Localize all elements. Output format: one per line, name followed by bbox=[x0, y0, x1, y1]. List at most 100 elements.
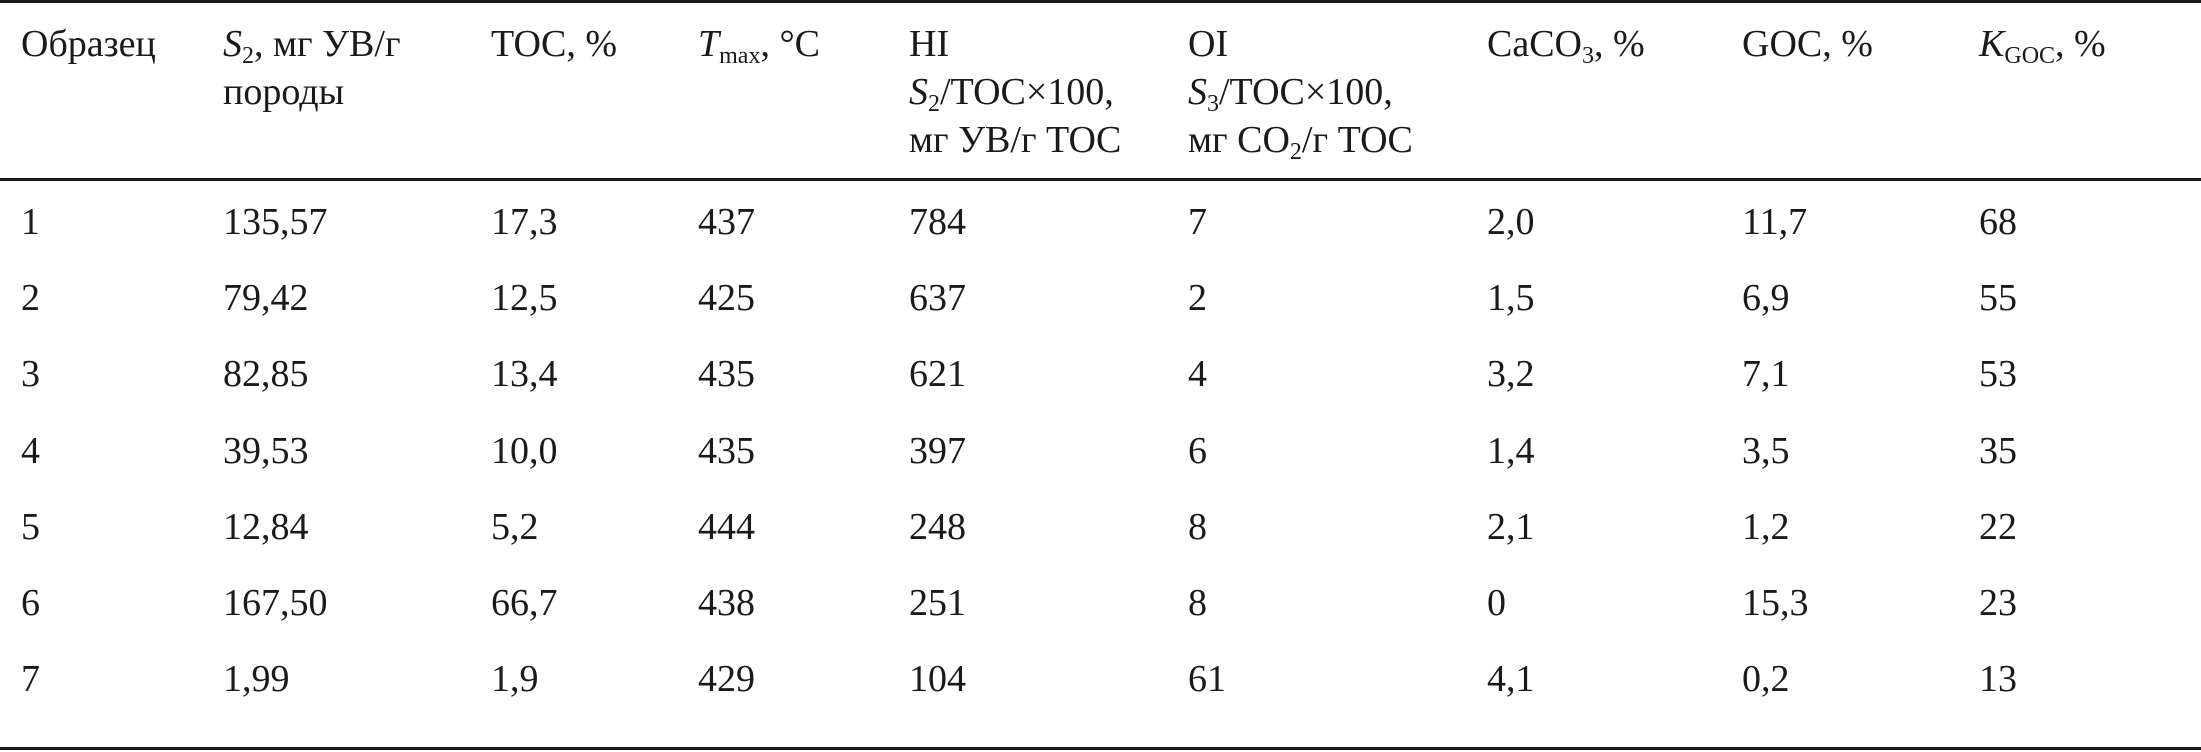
cell-sample: 1 bbox=[21, 201, 40, 243]
header-oi-formula: /TOC×100, bbox=[1219, 71, 1393, 113]
header-hi-symbol: S bbox=[909, 71, 928, 113]
cell-hi: 251 bbox=[909, 582, 966, 624]
cell-kgoc: 68 bbox=[1979, 201, 2017, 243]
cell-caco3: 3,2 bbox=[1487, 353, 1535, 395]
cell-s2: 135,57 bbox=[223, 201, 328, 243]
cell-caco3: 0 bbox=[1487, 582, 1506, 624]
cell-kgoc: 13 bbox=[1979, 658, 2017, 700]
header-hi-formula: /TOC×100, bbox=[940, 71, 1114, 113]
header-sample: Образец bbox=[21, 20, 156, 68]
header-tmax-subscript: max bbox=[719, 43, 761, 69]
cell-goc: 7,1 bbox=[1742, 353, 1790, 395]
cell-tmax: 429 bbox=[698, 658, 755, 700]
cell-s2: 79,42 bbox=[223, 277, 309, 319]
header-oi-subscript: 3 bbox=[1207, 91, 1219, 117]
cell-oi: 6 bbox=[1188, 430, 1207, 472]
header-hi-line3: мг УВ/г TOC bbox=[909, 119, 1122, 161]
cell-tmax: 435 bbox=[698, 353, 755, 395]
header-s2: S2, мг УВ/г породы bbox=[223, 20, 401, 116]
cell-kgoc: 22 bbox=[1979, 506, 2017, 548]
header-kgoc-unit: , % bbox=[2055, 23, 2106, 65]
cell-sample: 7 bbox=[21, 658, 40, 700]
cell-kgoc: 55 bbox=[1979, 277, 2017, 319]
header-rule bbox=[0, 178, 2201, 181]
cell-goc: 1,2 bbox=[1742, 506, 1790, 548]
cell-oi: 8 bbox=[1188, 506, 1207, 548]
cell-toc: 10,0 bbox=[491, 430, 558, 472]
header-caco3-pre: CaCO bbox=[1487, 23, 1582, 65]
cell-toc: 13,4 bbox=[491, 353, 558, 395]
header-hi-subscript: 2 bbox=[928, 91, 940, 117]
cell-caco3: 4,1 bbox=[1487, 658, 1535, 700]
header-tmax: Tmax, °C bbox=[698, 20, 820, 68]
header-oi-line1: OI bbox=[1188, 23, 1229, 65]
header-kgoc-symbol: K bbox=[1979, 23, 2005, 65]
cell-oi: 8 bbox=[1188, 582, 1207, 624]
cell-sample: 6 bbox=[21, 582, 40, 624]
cell-goc: 11,7 bbox=[1742, 201, 1808, 243]
cell-caco3: 1,5 bbox=[1487, 277, 1535, 319]
cell-hi: 397 bbox=[909, 430, 966, 472]
cell-tmax: 444 bbox=[698, 506, 755, 548]
cell-s2: 12,84 bbox=[223, 506, 309, 548]
cell-caco3: 1,4 bbox=[1487, 430, 1535, 472]
cell-hi: 621 bbox=[909, 353, 966, 395]
header-goc-label: GOC, % bbox=[1742, 23, 1873, 65]
header-hi-line1: HI bbox=[909, 23, 950, 65]
cell-oi: 7 bbox=[1188, 201, 1207, 243]
header-caco3: CaCO3, % bbox=[1487, 20, 1645, 68]
cell-s2: 167,50 bbox=[223, 582, 328, 624]
header-hi: HI S2/TOC×100, мг УВ/г TOC bbox=[909, 20, 1121, 164]
cell-hi: 637 bbox=[909, 277, 966, 319]
header-oi-unit-post: /г TOC bbox=[1301, 119, 1413, 161]
cell-toc: 1,9 bbox=[491, 658, 539, 700]
cell-tmax: 435 bbox=[698, 430, 755, 472]
cell-kgoc: 23 bbox=[1979, 582, 2017, 624]
cell-goc: 3,5 bbox=[1742, 430, 1790, 472]
header-s2-symbol: S bbox=[223, 23, 242, 65]
header-tmax-unit: , °C bbox=[760, 23, 821, 65]
cell-oi: 2 bbox=[1188, 277, 1207, 319]
cell-caco3: 2,1 bbox=[1487, 506, 1535, 548]
header-oi-symbol: S bbox=[1188, 71, 1207, 113]
cell-tmax: 425 bbox=[698, 277, 755, 319]
cell-goc: 6,9 bbox=[1742, 277, 1790, 319]
cell-goc: 0,2 bbox=[1742, 658, 1790, 700]
header-s2-unit: , мг УВ/г bbox=[254, 23, 401, 65]
cell-sample: 4 bbox=[21, 430, 40, 472]
table-top-rule bbox=[0, 0, 2201, 3]
header-oi-unit-pre: мг CO bbox=[1188, 119, 1290, 161]
cell-sample: 5 bbox=[21, 506, 40, 548]
cell-toc: 66,7 bbox=[491, 582, 558, 624]
header-kgoc-subscript: GOC bbox=[2004, 43, 2056, 69]
header-toc-label: TOC, % bbox=[491, 23, 617, 65]
table-bottom-rule bbox=[0, 747, 2201, 750]
cell-goc: 15,3 bbox=[1742, 582, 1809, 624]
cell-caco3: 2,0 bbox=[1487, 201, 1535, 243]
cell-oi: 4 bbox=[1188, 353, 1207, 395]
header-caco3-post: , % bbox=[1594, 23, 1645, 65]
cell-hi: 104 bbox=[909, 658, 966, 700]
header-sample-label: Образец bbox=[21, 23, 156, 65]
cell-kgoc: 53 bbox=[1979, 353, 2017, 395]
header-oi-unit-subscript: 2 bbox=[1289, 139, 1302, 165]
cell-hi: 784 bbox=[909, 201, 966, 243]
cell-sample: 2 bbox=[21, 277, 40, 319]
cell-kgoc: 35 bbox=[1979, 430, 2017, 472]
cell-sample: 3 bbox=[21, 353, 40, 395]
cell-toc: 12,5 bbox=[491, 277, 558, 319]
header-toc: TOC, % bbox=[491, 20, 617, 68]
cell-tmax: 438 bbox=[698, 582, 755, 624]
cell-oi: 61 bbox=[1188, 658, 1226, 700]
cell-toc: 17,3 bbox=[491, 201, 558, 243]
cell-tmax: 437 bbox=[698, 201, 755, 243]
cell-toc: 5,2 bbox=[491, 506, 539, 548]
cell-s2: 39,53 bbox=[223, 430, 309, 472]
header-kgoc: KGOC, % bbox=[1979, 20, 2106, 68]
header-goc: GOC, % bbox=[1742, 20, 1873, 68]
header-caco3-subscript: 3 bbox=[1582, 43, 1594, 69]
header-oi: OI S3/TOC×100, мг CO2/г TOC bbox=[1188, 20, 1413, 164]
header-s2-line2: породы bbox=[223, 71, 345, 113]
cell-hi: 248 bbox=[909, 506, 966, 548]
